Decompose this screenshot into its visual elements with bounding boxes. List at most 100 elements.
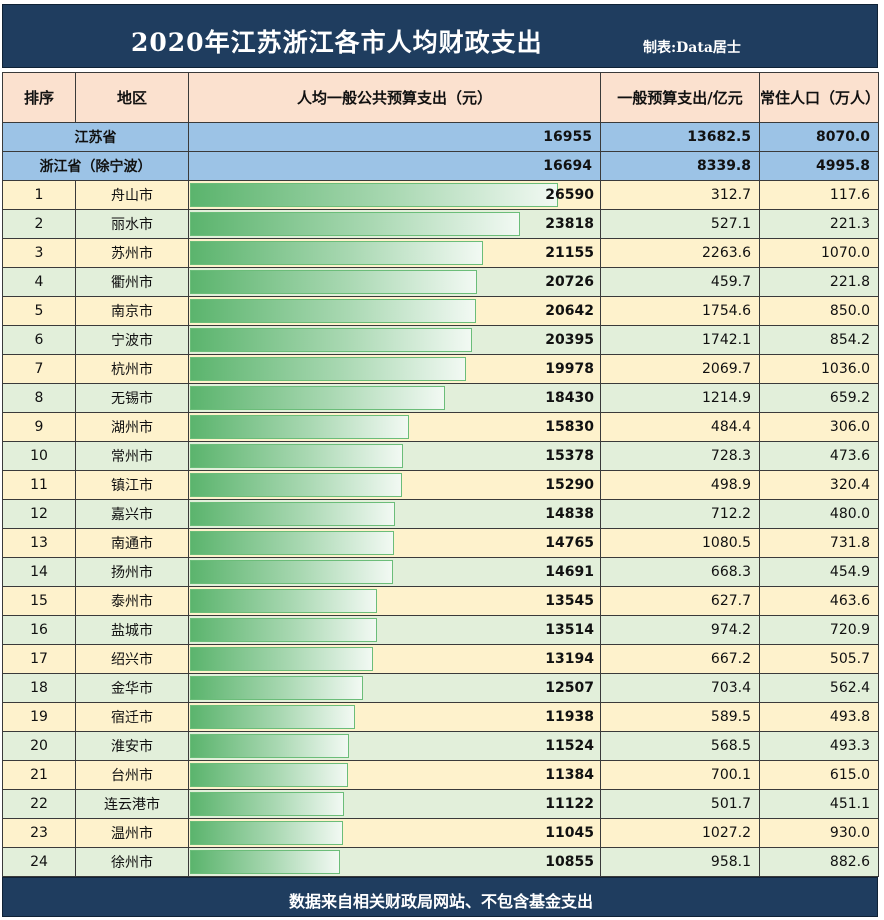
per-capita-cell: 18430 xyxy=(188,383,601,413)
rank-cell: 16 xyxy=(2,615,76,645)
col-header-population: 常住人口（万人） xyxy=(759,72,879,123)
per-capita-cell: 19978 xyxy=(188,354,601,384)
city-cell: 泰州市 xyxy=(75,586,189,616)
rank-cell: 18 xyxy=(2,673,76,703)
budget-cell: 459.7 xyxy=(600,267,760,297)
data-bar xyxy=(190,618,377,642)
per-capita-cell: 20726 xyxy=(188,267,601,297)
population-cell: 850.0 xyxy=(759,296,879,326)
per-capita-value: 19978 xyxy=(545,361,594,377)
data-bar xyxy=(190,821,343,845)
city-cell: 扬州市 xyxy=(75,557,189,587)
city-cell: 温州市 xyxy=(75,818,189,848)
rank-cell: 13 xyxy=(2,528,76,558)
population-cell: 882.6 xyxy=(759,847,879,877)
data-bar xyxy=(190,560,393,584)
city-cell: 嘉兴市 xyxy=(75,499,189,529)
rank-cell: 19 xyxy=(2,702,76,732)
col-header-per-capita: 人均一般公共预算支出（元） xyxy=(188,72,601,123)
budget-cell: 1754.6 xyxy=(600,296,760,326)
rank-cell: 1 xyxy=(2,180,76,210)
city-cell: 杭州市 xyxy=(75,354,189,384)
per-capita-value: 21155 xyxy=(545,245,594,261)
population-cell: 451.1 xyxy=(759,789,879,819)
budget-cell: 700.1 xyxy=(600,760,760,790)
rank-cell: 9 xyxy=(2,412,76,442)
rank-cell: 15 xyxy=(2,586,76,616)
rank-cell: 21 xyxy=(2,760,76,790)
population-cell: 505.7 xyxy=(759,644,879,674)
population-cell: 221.8 xyxy=(759,267,879,297)
province-population: 8070.0 xyxy=(759,122,879,152)
rank-cell: 20 xyxy=(2,731,76,761)
table-row: 8 无锡市 18430 1214.9 659.2 xyxy=(2,383,879,413)
budget-cell: 484.4 xyxy=(600,412,760,442)
per-capita-value: 11384 xyxy=(545,767,594,783)
rank-cell: 5 xyxy=(2,296,76,326)
per-capita-cell: 11384 xyxy=(188,760,601,790)
population-cell: 1070.0 xyxy=(759,238,879,268)
table-row: 11 镇江市 15290 498.9 320.4 xyxy=(2,470,879,500)
per-capita-value: 20726 xyxy=(545,274,594,290)
province-name: 浙江省（除宁波） xyxy=(2,151,189,181)
city-cell: 南京市 xyxy=(75,296,189,326)
per-capita-cell: 11122 xyxy=(188,789,601,819)
table-row: 15 泰州市 13545 627.7 463.6 xyxy=(2,586,879,616)
per-capita-cell: 20395 xyxy=(188,325,601,355)
per-capita-value: 20642 xyxy=(545,303,594,319)
city-cell: 宿迁市 xyxy=(75,702,189,732)
col-header-budget: 一般预算支出/亿元 xyxy=(600,72,760,123)
table-row: 14 扬州市 14691 668.3 454.9 xyxy=(2,557,879,587)
per-capita-cell: 10855 xyxy=(188,847,601,877)
data-bar xyxy=(190,531,394,555)
per-capita-value: 20395 xyxy=(545,332,594,348)
population-cell: 473.6 xyxy=(759,441,879,471)
table-row: 6 宁波市 20395 1742.1 854.2 xyxy=(2,325,879,355)
budget-cell: 312.7 xyxy=(600,180,760,210)
city-cell: 镇江市 xyxy=(75,470,189,500)
budget-cell: 568.5 xyxy=(600,731,760,761)
table-row: 4 衢州市 20726 459.7 221.8 xyxy=(2,267,879,297)
page-title: 2020年江苏浙江各市人均财政支出 xyxy=(131,28,543,57)
per-capita-value: 15290 xyxy=(545,477,594,493)
per-capita-value: 14765 xyxy=(545,535,594,551)
budget-cell: 2263.6 xyxy=(600,238,760,268)
credit-label: 制表:Data居士 xyxy=(643,40,741,56)
budget-cell: 1080.5 xyxy=(600,528,760,558)
data-bar xyxy=(190,763,348,787)
per-capita-value: 14838 xyxy=(545,506,594,522)
per-capita-value: 11938 xyxy=(545,709,594,725)
table-row: 2 丽水市 23818 527.1 221.3 xyxy=(2,209,879,239)
table-row: 13 南通市 14765 1080.5 731.8 xyxy=(2,528,879,558)
city-cell: 宁波市 xyxy=(75,325,189,355)
data-bar xyxy=(190,357,466,381)
data-bar xyxy=(190,850,340,874)
rank-cell: 14 xyxy=(2,557,76,587)
data-bar xyxy=(190,212,520,236)
budget-cell: 728.3 xyxy=(600,441,760,471)
data-bar xyxy=(190,473,402,497)
province-budget: 8339.8 xyxy=(600,151,760,181)
rank-cell: 10 xyxy=(2,441,76,471)
city-cell: 南通市 xyxy=(75,528,189,558)
rank-cell: 8 xyxy=(2,383,76,413)
city-cell: 丽水市 xyxy=(75,209,189,239)
population-cell: 731.8 xyxy=(759,528,879,558)
per-capita-value: 23818 xyxy=(545,216,594,232)
col-header-rank: 排序 xyxy=(2,72,76,123)
rank-cell: 24 xyxy=(2,847,76,877)
rank-cell: 2 xyxy=(2,209,76,239)
province-per-capita: 16694 xyxy=(188,151,601,181)
data-bar xyxy=(190,241,483,265)
per-capita-cell: 12507 xyxy=(188,673,601,703)
rank-cell: 23 xyxy=(2,818,76,848)
rank-cell: 22 xyxy=(2,789,76,819)
population-cell: 306.0 xyxy=(759,412,879,442)
per-capita-value: 14691 xyxy=(545,564,594,580)
per-capita-cell: 15290 xyxy=(188,470,601,500)
data-bar xyxy=(190,270,477,294)
per-capita-cell: 20642 xyxy=(188,296,601,326)
population-cell: 1036.0 xyxy=(759,354,879,384)
per-capita-cell: 13194 xyxy=(188,644,601,674)
table-row: 17 绍兴市 13194 667.2 505.7 xyxy=(2,644,879,674)
